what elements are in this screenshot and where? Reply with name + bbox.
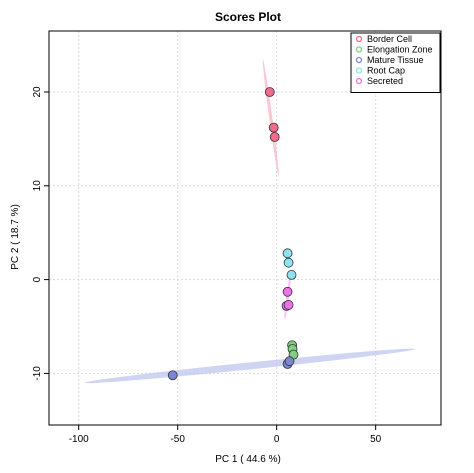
y-tick-label-1: 0 — [32, 276, 43, 282]
point-secreted-0 — [282, 286, 293, 297]
x-axis-title: PC 1 ( 44.6 %) — [215, 454, 281, 465]
x-tick-label-2: 0 — [274, 434, 280, 445]
y-axis-title: PC 2 ( 18.7 %) — [10, 204, 21, 270]
x-tick-label-3: 50 — [370, 434, 382, 445]
legend-label-border-cell: Border Cell — [367, 34, 412, 44]
legend-marker-root-cap — [355, 67, 363, 74]
legend-label-mature-tissue: Mature Tissue — [367, 55, 424, 65]
legend-marker-elongation-zone — [355, 46, 363, 53]
legend-marker-border-cell — [355, 35, 363, 43]
point-border-cell-2 — [269, 132, 280, 142]
point-border-cell-0 — [264, 87, 275, 97]
legend-label-elongation-zone: Elongation Zone — [367, 45, 433, 55]
grid — [49, 31, 441, 425]
legend-marker-secreted — [355, 77, 363, 85]
data-points — [167, 87, 299, 381]
chart-title: Scores Plot — [215, 10, 281, 24]
point-mature-tissue-2 — [284, 356, 295, 367]
y-tick-label-3: 20 — [32, 86, 43, 98]
y-axis: -10 0 10 20 — [32, 86, 50, 381]
point-root-cap-0 — [282, 248, 293, 259]
legend-box — [350, 32, 441, 93]
legend-label-root-cap: Root Cap — [367, 66, 405, 76]
point-root-cap-1 — [283, 257, 294, 268]
point-root-cap-2 — [286, 270, 297, 280]
legend-marker-mature-tissue — [355, 56, 363, 64]
x-tick-label-0: -100 — [69, 434, 89, 445]
x-axis: -100 -50 0 50 — [69, 424, 382, 445]
point-secreted-2 — [283, 300, 294, 310]
legend-label-secreted: Secreted — [367, 76, 403, 86]
x-tick-label-1: -50 — [170, 434, 185, 445]
y-tick-label-2: 10 — [32, 180, 43, 192]
point-mature-tissue-0 — [167, 370, 178, 381]
ellipse-mature-tissue — [84, 348, 416, 384]
y-tick-label-0: -10 — [32, 366, 43, 381]
point-border-cell-1 — [268, 122, 279, 133]
